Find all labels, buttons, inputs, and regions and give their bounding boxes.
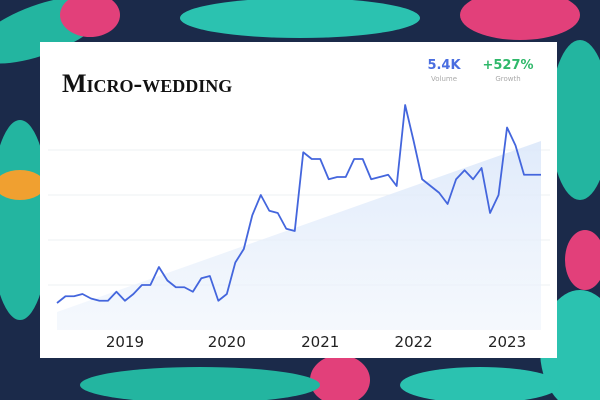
line [56, 104, 541, 304]
x-tick-label: 2022 [395, 333, 433, 351]
x-tick-label: 2023 [488, 333, 526, 351]
chart-title: Micro-wedding [62, 69, 232, 98]
stat-value: 5.4K [427, 58, 461, 73]
stat-value: +527% [482, 58, 533, 73]
stat-label: Volume [431, 75, 457, 83]
x-tick-label: 2021 [301, 333, 339, 351]
trend-area [57, 141, 541, 330]
stat-label: Growth [495, 75, 520, 83]
x-tick-label: 2019 [106, 333, 144, 351]
x-tick-label: 2020 [208, 333, 246, 351]
